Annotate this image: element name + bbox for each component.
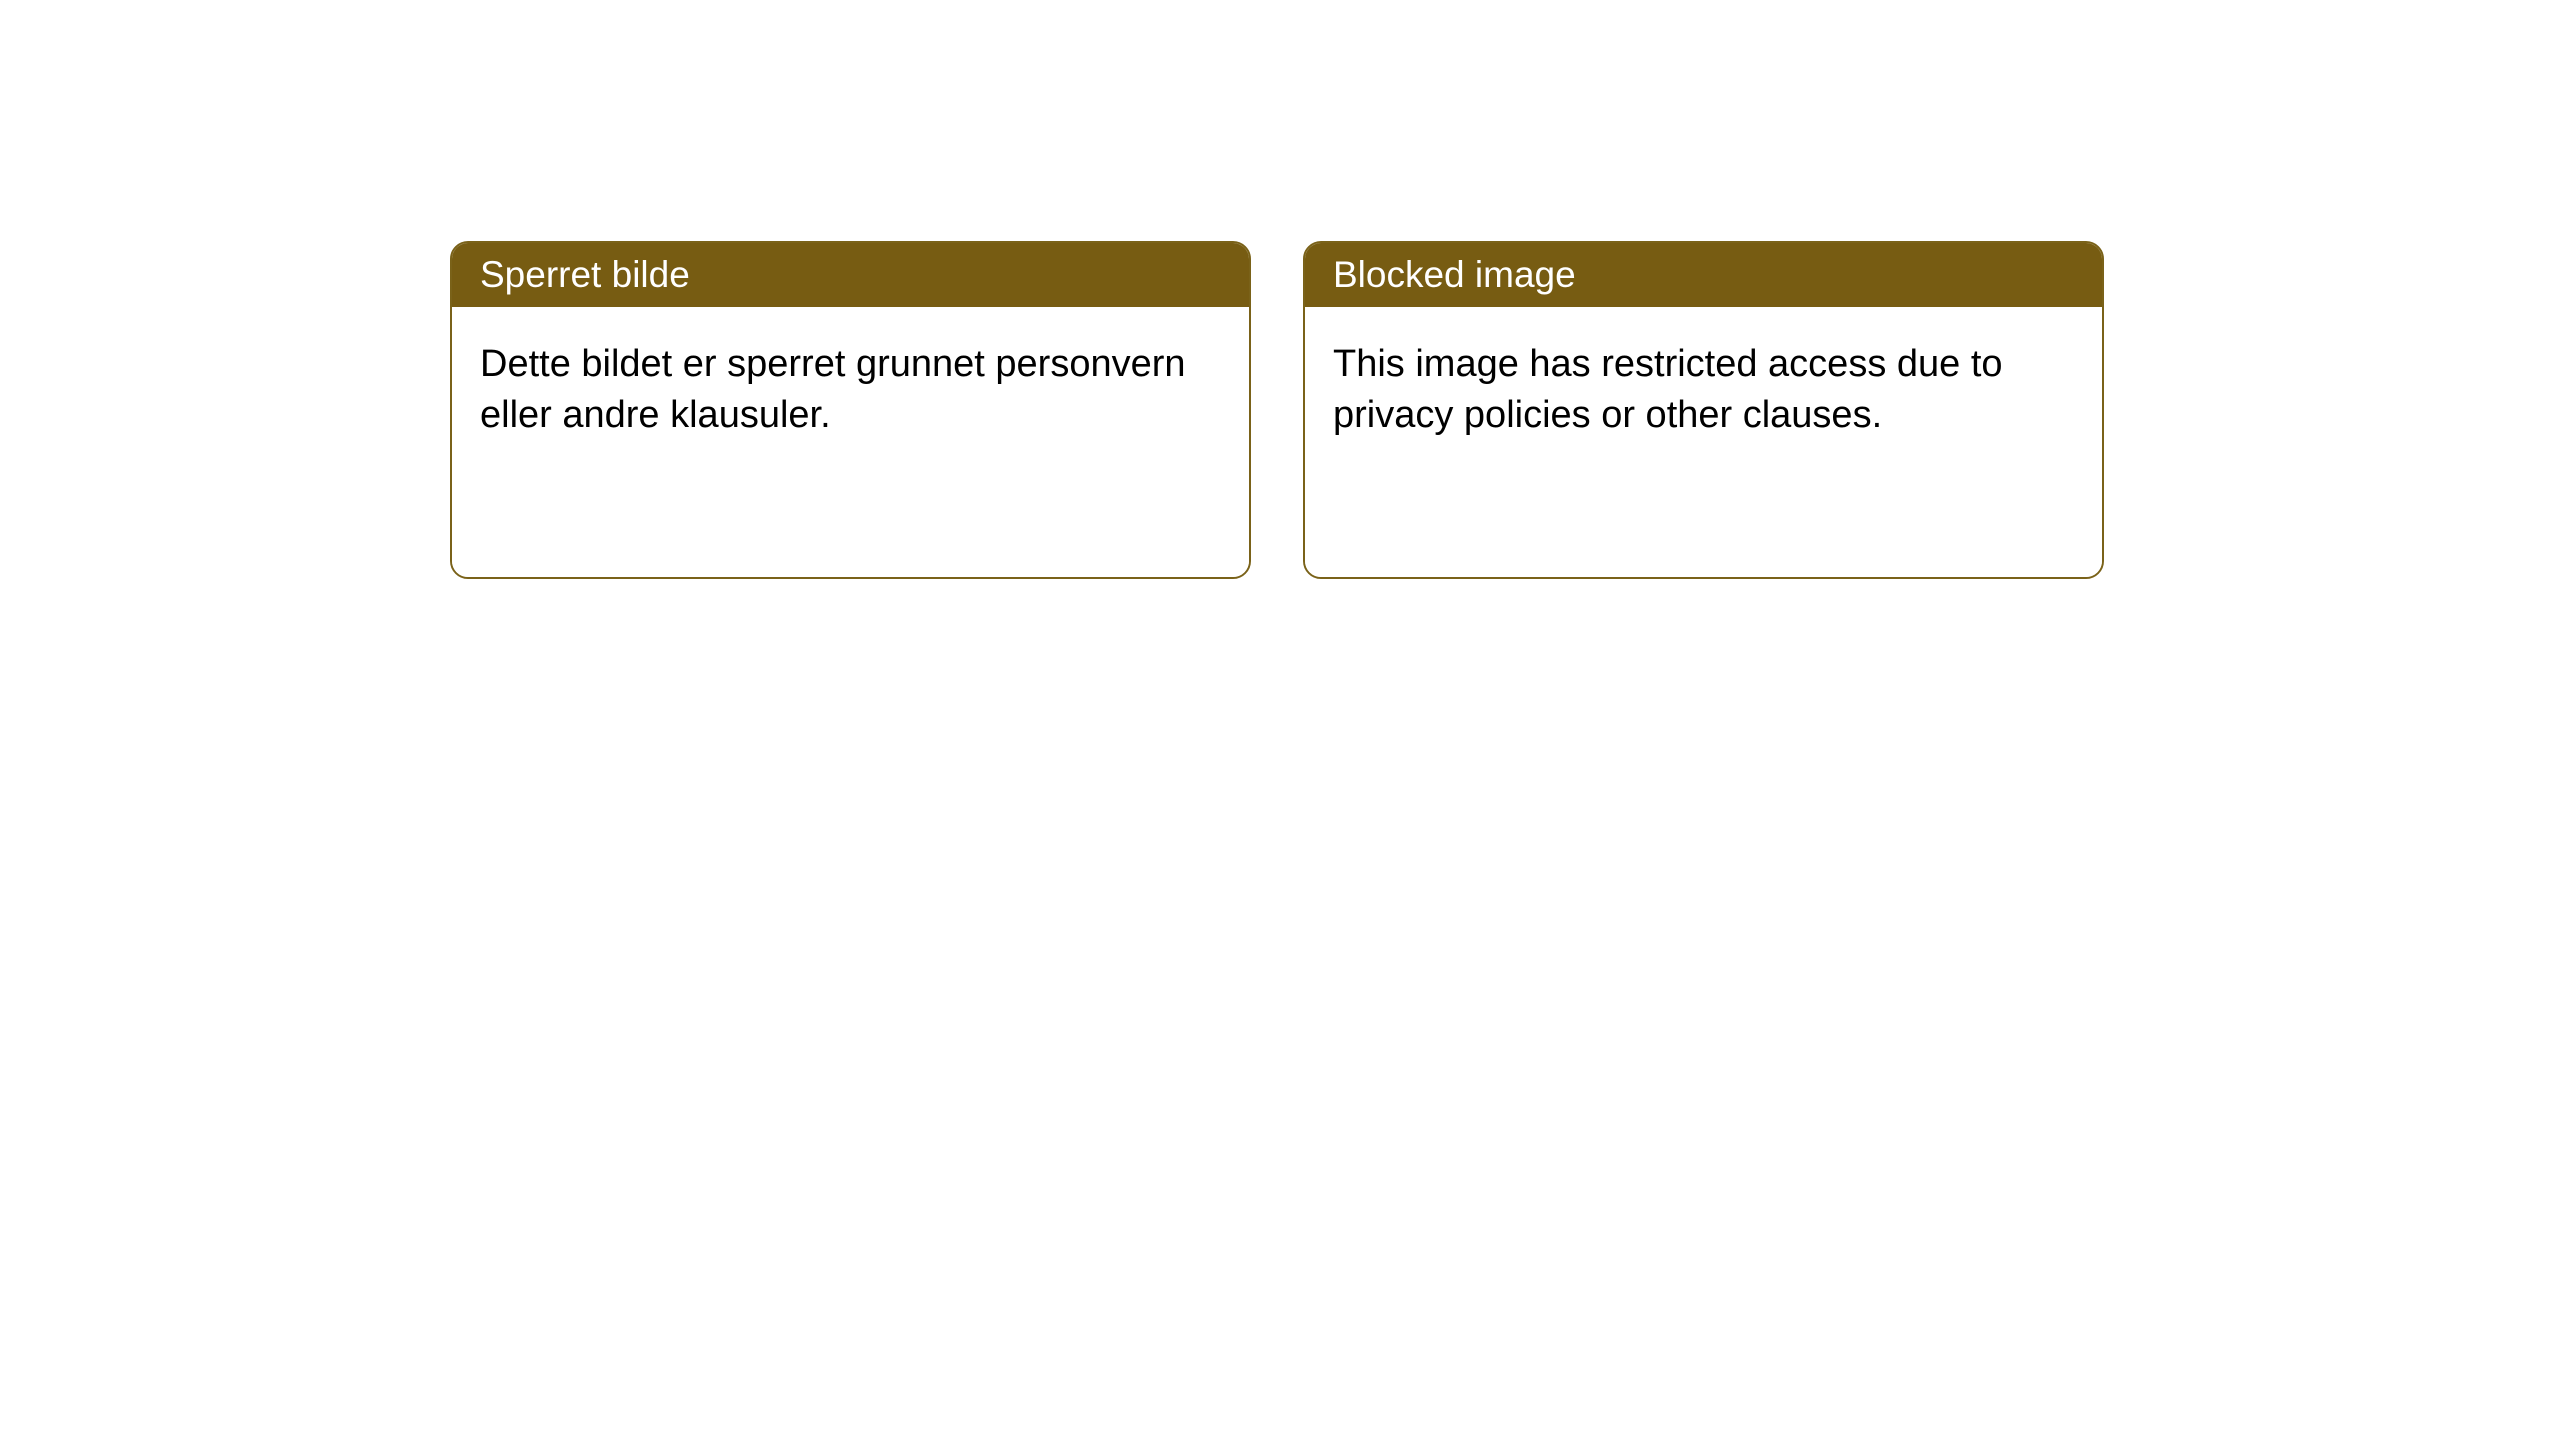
card-body: Dette bildet er sperret grunnet personve…	[452, 307, 1249, 577]
card-title: Blocked image	[1333, 254, 1576, 295]
blocked-image-card-en: Blocked image This image has restricted …	[1303, 241, 2104, 579]
card-header: Sperret bilde	[452, 243, 1249, 307]
blocked-image-card-no: Sperret bilde Dette bildet er sperret gr…	[450, 241, 1251, 579]
card-title: Sperret bilde	[480, 254, 690, 295]
card-body-text: Dette bildet er sperret grunnet personve…	[480, 343, 1186, 436]
card-body-text: This image has restricted access due to …	[1333, 343, 2003, 436]
cards-container: Sperret bilde Dette bildet er sperret gr…	[0, 0, 2560, 579]
card-body: This image has restricted access due to …	[1305, 307, 2102, 577]
card-header: Blocked image	[1305, 243, 2102, 307]
